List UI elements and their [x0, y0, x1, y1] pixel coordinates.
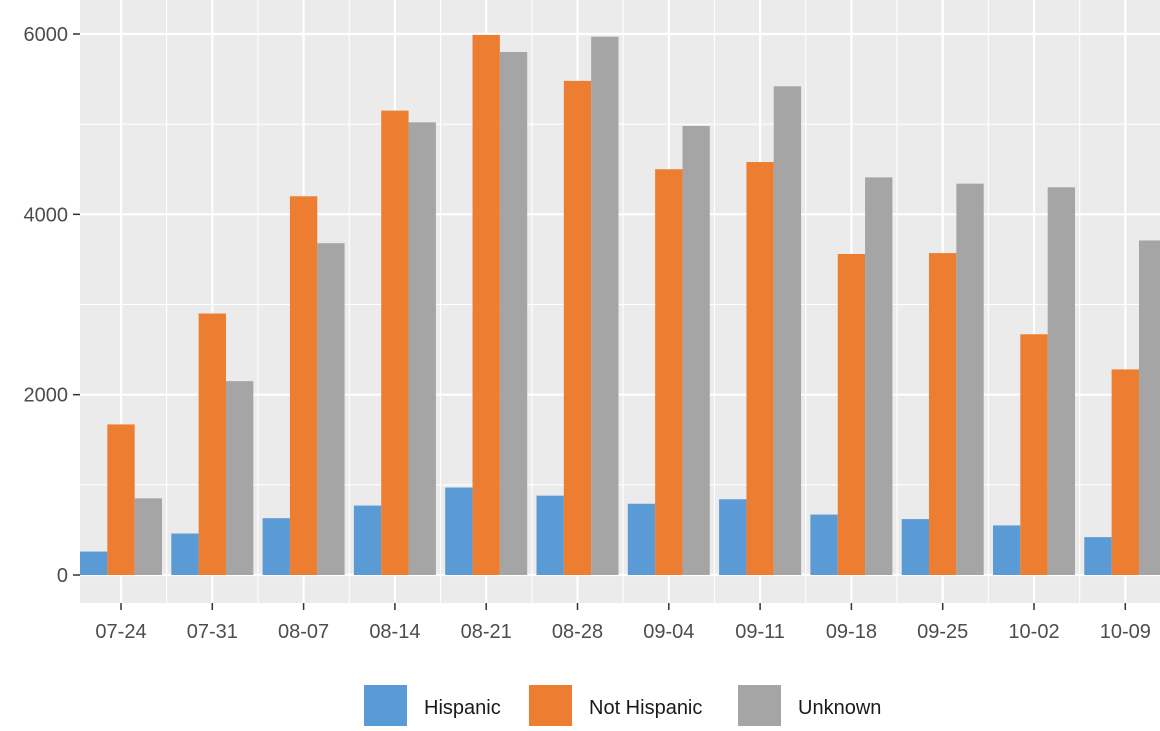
x-tick-label: 08-21: [461, 621, 512, 643]
bar-unknown-08-21: [499, 52, 528, 576]
bar-hispanic-08-28: [536, 495, 564, 575]
bar-hispanic-08-14: [353, 505, 382, 575]
bar-unknown-07-24: [134, 498, 162, 575]
bar-not-hispanic-08-21: [472, 34, 500, 575]
bar-unknown-09-18: [865, 177, 893, 576]
bar-hispanic-08-21: [445, 487, 473, 575]
legend-label: Hispanic: [424, 697, 501, 719]
y-tick-label: 4000: [24, 204, 69, 226]
bar-unknown-08-14: [408, 122, 436, 575]
bar-not-hispanic-09-18: [837, 254, 866, 576]
bar-hispanic-10-09: [1084, 537, 1112, 575]
bar-hispanic-09-25: [901, 519, 930, 575]
x-tick-label: 09-25: [917, 621, 968, 643]
bar-hispanic-09-04: [627, 503, 656, 575]
bar-unknown-08-07: [317, 243, 345, 576]
legend: Hispanic Not Hispanic Unknown: [364, 685, 881, 728]
y-tick-label: 0: [57, 565, 68, 587]
x-tick-label: 08-28: [552, 621, 603, 643]
bar-hispanic-07-24: [80, 551, 108, 575]
bar-not-hispanic-08-28: [563, 80, 592, 576]
bar-not-hispanic-09-11: [746, 162, 774, 575]
bar-hispanic-08-07: [262, 518, 290, 575]
bar-not-hispanic-10-09: [1111, 369, 1139, 575]
y-tick-label: 6000: [24, 24, 69, 46]
bar-unknown-09-11: [773, 86, 802, 576]
bar-not-hispanic-08-07: [289, 196, 318, 576]
legend-key-unknown: [738, 685, 781, 728]
x-tick-label: 09-11: [735, 621, 785, 643]
bar-not-hispanic-07-31: [198, 313, 226, 575]
bar-hispanic-07-31: [171, 533, 199, 575]
bar-unknown-10-09: [1138, 240, 1160, 575]
legend-label: Not Hispanic: [589, 697, 702, 719]
x-tick-label: 08-07: [278, 621, 329, 643]
bar-not-hispanic-08-14: [381, 110, 409, 576]
x-tick-label: 07-31: [187, 621, 238, 643]
bar-not-hispanic-07-24: [107, 424, 135, 575]
bars: [80, 34, 1160, 576]
bar-unknown-09-25: [956, 183, 984, 575]
bar-unknown-07-31: [225, 381, 254, 575]
bar-not-hispanic-09-04: [655, 169, 683, 575]
x-tick-label: 09-18: [826, 621, 877, 643]
legend-label: Unknown: [798, 697, 881, 719]
x-tick-label: 07-24: [95, 621, 146, 643]
bar-hispanic-09-11: [719, 499, 747, 575]
bar-unknown-10-02: [1047, 187, 1075, 576]
legend-key-not-hispanic: [529, 685, 572, 728]
x-tick-label: 10-02: [1008, 621, 1059, 643]
bar-hispanic-09-18: [810, 514, 838, 575]
bar-unknown-08-28: [591, 36, 619, 575]
bar-not-hispanic-09-25: [929, 253, 957, 576]
y-tick-label: 2000: [24, 385, 69, 407]
bar-hispanic-10-02: [993, 525, 1021, 575]
bar-not-hispanic-10-02: [1020, 334, 1048, 575]
bar-unknown-09-04: [682, 125, 710, 575]
x-tick-label: 10-09: [1100, 621, 1151, 643]
legend-key-hispanic: [364, 685, 407, 728]
x-tick-label: 09-04: [643, 621, 694, 643]
x-axis: 07-24 07-31 08-07 08-14 08-21 08-28 09-04 09-11…: [95, 603, 1151, 643]
minor-gridlines: [80, 0, 1160, 603]
y-axis: 0 2000 4000 6000: [24, 24, 80, 587]
x-tick-label: 08-14: [369, 621, 420, 643]
